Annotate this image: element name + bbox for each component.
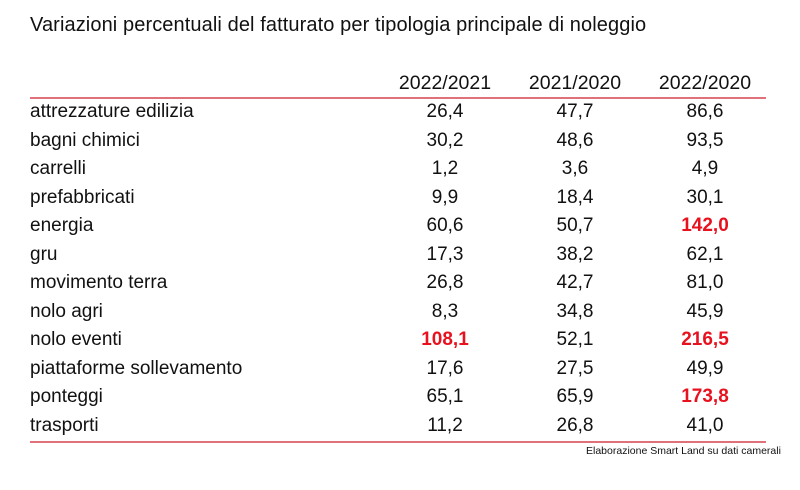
table-cell: 93,5 — [686, 129, 724, 151]
table-row: attrezzature edilizia 26,4 47,7 86,6 — [30, 99, 766, 128]
table-cell: 3,6 — [561, 158, 589, 179]
table-cell: 26,8 — [426, 272, 464, 293]
table-cell: 38,2 — [556, 243, 594, 265]
row-label: energia — [30, 215, 94, 236]
table-cell: 216,5 — [681, 329, 729, 350]
table-cell: 48,6 — [556, 129, 594, 151]
table-body: attrezzature edilizia 26,4 47,7 86,6 bagni c… — [30, 99, 766, 441]
row-label: movimento terra — [30, 272, 168, 293]
column-header: 2022/2021 — [398, 72, 492, 94]
table-row: nolo eventi 108,1 52,1 216,5 — [30, 327, 766, 356]
table-cell: 47,7 — [556, 101, 594, 122]
table-cell: 173,8 — [681, 386, 729, 407]
table-row: trasporti 11,2 26,8 41,0 — [30, 413, 766, 442]
row-label: gru — [30, 243, 58, 265]
table-row: energia 60,6 50,7 142,0 — [30, 213, 766, 242]
table-cell: 42,7 — [556, 272, 594, 293]
table-cell: 26,4 — [426, 101, 464, 122]
table-cell: 142,0 — [681, 215, 729, 236]
table-cell: 11,2 — [427, 414, 463, 436]
table-row: movimento terra 26,8 42,7 81,0 — [30, 270, 766, 299]
source-note: Elaborazione Smart Land su dati camerali — [586, 445, 781, 457]
table-cell: 8,3 — [431, 300, 459, 322]
table-row: piattaforme sollevamento 17,6 27,5 49,9 — [30, 356, 766, 385]
row-label: nolo eventi — [30, 329, 122, 350]
table-cell: 17,3 — [426, 243, 464, 265]
row-label: piattaforme sollevamento — [30, 357, 243, 379]
table-title: Variazioni percentuali del fatturato per… — [30, 14, 647, 36]
table-cell: 26,8 — [556, 414, 594, 436]
table-cell: 49,9 — [686, 357, 724, 379]
table-cell: 81,0 — [686, 272, 724, 293]
table-cell: 65,1 — [426, 386, 464, 407]
table-cell: 30,2 — [426, 129, 464, 151]
row-label: bagni chimici — [30, 129, 140, 151]
data-table: 2022/2021 2021/2020 2022/2020 attrezzatu… — [30, 70, 766, 443]
table-cell: 108,1 — [421, 329, 469, 350]
table-cell: 34,8 — [556, 300, 594, 322]
row-label: attrezzature edilizia — [30, 101, 194, 122]
bottom-divider — [30, 441, 766, 443]
row-label: ponteggi — [30, 386, 103, 407]
row-label: trasporti — [30, 414, 99, 436]
table-cell: 30,1 — [686, 186, 724, 208]
table-cell: 52,1 — [556, 329, 594, 350]
table-cell: 1,2 — [431, 158, 459, 179]
row-label: carrelli — [30, 158, 86, 179]
table-cell: 50,7 — [556, 215, 594, 236]
table-cell: 62,1 — [686, 243, 724, 265]
table-cell: 17,6 — [426, 357, 464, 379]
row-label: prefabbricati — [30, 186, 135, 208]
table-cell: 9,9 — [431, 186, 459, 208]
header-divider — [30, 97, 766, 99]
table-row: ponteggi 65,1 65,9 173,8 — [30, 384, 766, 413]
row-label: nolo agri — [30, 300, 103, 322]
column-header: 2022/2020 — [658, 72, 752, 94]
table-cell: 27,5 — [556, 357, 594, 379]
table-cell: 45,9 — [686, 300, 724, 322]
table-row: bagni chimici 30,2 48,6 93,5 — [30, 128, 766, 157]
table-cell: 41,0 — [686, 414, 724, 436]
table-header: 2022/2021 2021/2020 2022/2020 — [30, 70, 766, 97]
column-header: 2021/2020 — [528, 72, 622, 94]
table-row: prefabbricati 9,9 18,4 30,1 — [30, 185, 766, 214]
table-row: gru 17,3 38,2 62,1 — [30, 242, 766, 271]
table-row: carrelli 1,2 3,6 4,9 — [30, 156, 766, 185]
table-row: nolo agri 8,3 34,8 45,9 — [30, 299, 766, 328]
table-cell: 65,9 — [556, 386, 594, 407]
table-cell: 18,4 — [556, 186, 594, 208]
table-cell: 4,9 — [691, 158, 719, 179]
table-cell: 86,6 — [686, 101, 724, 122]
table-cell: 60,6 — [426, 215, 464, 236]
